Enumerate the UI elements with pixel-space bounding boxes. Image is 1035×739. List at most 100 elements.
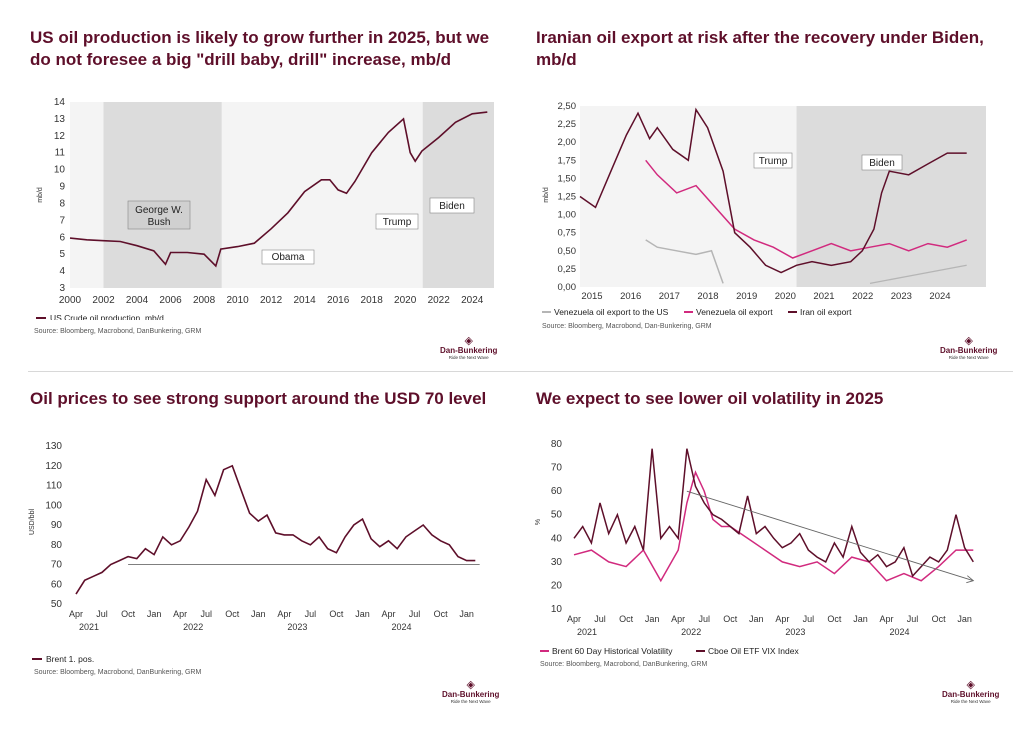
x-tick-label: Jan [251, 609, 266, 619]
x-year-label: 2023 [287, 622, 307, 632]
shaded-period-1 [355, 102, 423, 288]
y-tick-label: 9 [59, 182, 65, 193]
x-year-label: 2022 [183, 622, 203, 632]
x-tick-label: Jul [907, 614, 919, 624]
y-tick-label: 110 [46, 481, 62, 492]
y-tick-label: 50 [551, 510, 563, 521]
x-tick-label: Apr [69, 609, 83, 619]
y-tick-label: 1,50 [558, 173, 577, 184]
x-tick-label: 2020 [394, 295, 417, 306]
y-tick-label: 0,50 [558, 246, 577, 257]
oil-prices-chart: 50 60 70 80 90 100 110 120 130 Apr Jul Oct Jan Apr Jul… [29, 441, 480, 664]
x-tick-label: 2023 [891, 291, 912, 302]
x-tick-label: Jan [957, 614, 972, 624]
label-trump: Trump [759, 156, 788, 167]
y-tick-label: 80 [551, 439, 563, 450]
x-tick-label: 2021 [813, 291, 834, 302]
y-tick-label: 30 [551, 557, 563, 568]
x-tick-label: Apr [671, 614, 685, 624]
panel-oil-volatility: We expect to see lower oil volatility in… [518, 372, 1035, 739]
label-box-trump [375, 213, 419, 230]
y-tick-label: 0,25 [558, 264, 577, 275]
panel-iranian-oil-export: Iranian oil export at risk after the rec… [518, 0, 1035, 370]
x-tick-label: Jan [749, 614, 764, 624]
series-line-us-crude [69, 111, 488, 268]
series-line-1 [573, 448, 974, 578]
y-tick-label: 2,50 [558, 101, 577, 112]
x-tick-label: Oct [827, 614, 842, 624]
dan-bunkering-logo: ◈ Dan-Bunkering Ride the Next Wave [440, 335, 498, 361]
y-tick-label: 60 [551, 486, 563, 497]
y-tick-label: 60 [51, 579, 63, 590]
series-line-1 [645, 159, 967, 259]
y-tick-label: 5 [59, 249, 65, 260]
chart-title: US oil production is likely to grow furt… [30, 28, 490, 69]
label-box-bush [127, 200, 191, 230]
x-year-label: 2022 [681, 627, 701, 637]
chart-title: We expect to see lower oil volatility in… [536, 389, 884, 408]
x-tick-label: Jan [459, 609, 474, 619]
x-tick-label: Oct [723, 614, 738, 624]
y-tick-label: 10 [54, 165, 66, 176]
label-bush-line1: George W. [135, 205, 183, 216]
label-trump: Trump [383, 217, 412, 228]
label-box-obama [261, 249, 315, 265]
chart-source: Source: Bloomberg, Macrobond, DanBunkeri… [34, 328, 202, 335]
y-axis-label: mb/d [543, 187, 550, 203]
x-tick-label: Jul [803, 614, 815, 624]
x-year-label: 2021 [577, 627, 597, 637]
logo-icon: ◈ [466, 679, 475, 691]
y-tick-label: 70 [51, 560, 63, 571]
y-tick-label: 10 [551, 604, 563, 615]
x-tick-label: Jul [96, 609, 108, 619]
y-tick-label: 1,25 [558, 192, 577, 203]
series-line-brent [75, 464, 476, 595]
dan-bunkering-logo: ◈ Dan-Bunkering Ride the Next Wave [940, 335, 998, 361]
x-tick-label: 2020 [775, 291, 796, 302]
section-divider [28, 371, 1013, 372]
x-tick-label: Oct [619, 614, 634, 624]
x-tick-label: Jul [594, 614, 606, 624]
y-tick-label: 70 [551, 463, 563, 474]
x-year-label: 2024 [392, 622, 412, 632]
logo-icon: ◈ [464, 335, 473, 347]
x-tick-label: Apr [277, 609, 291, 619]
x-tick-label: Jan [645, 614, 660, 624]
logo-icon: ◈ [966, 679, 975, 691]
x-tick-label: 2008 [193, 295, 216, 306]
x-tick-label: Apr [775, 614, 789, 624]
y-tick-label: 90 [51, 520, 63, 531]
dan-bunkering-logo: ◈ Dan-Bunkering Ride the Next Wave [442, 679, 500, 705]
x-tick-label: 2006 [159, 295, 182, 306]
oil-volatility-chart: 10 20 30 40 50 60 70 80 Apr Jul Oct Jan Apr Jul Oct Jan… [535, 439, 975, 656]
iranian-oil-export-chart: 0,00 0,25 0,50 0,75 1,00 1,25 1,50 1,75 2,00 2,25… [542, 101, 986, 317]
y-tick-label: 4 [59, 266, 65, 277]
x-tick-label: 2022 [428, 295, 451, 306]
chart-source: Source: Bloomberg, Macrobond, DanBunkeri… [34, 669, 202, 676]
x-tick-label: Oct [225, 609, 240, 619]
y-tick-label: 11 [55, 148, 66, 159]
y-tick-label: 20 [551, 580, 563, 591]
x-tick-label: Jul [409, 609, 421, 619]
x-tick-label: 2015 [581, 291, 602, 302]
x-tick-label: Jul [698, 614, 710, 624]
y-tick-label: 2,00 [558, 137, 577, 148]
legend-label-us-crude: US Crude oil production, mb/d [50, 313, 164, 320]
chart-source: Source: Bloomberg, Macrobond, Dan-Bunker… [542, 323, 712, 330]
x-tick-label: Apr [382, 609, 396, 619]
label-biden: Biden [439, 201, 465, 212]
y-tick-label: 0,00 [558, 282, 577, 293]
shaded-period-0 [103, 102, 222, 288]
shaded-period-0 [796, 106, 986, 287]
panel-oil-prices: Oil prices to see strong support around … [0, 372, 518, 739]
x-tick-label: Oct [932, 614, 947, 624]
x-tick-label: 2004 [126, 295, 149, 306]
chart-title: Oil prices to see strong support around … [30, 389, 487, 408]
label-obama: Obama [272, 252, 305, 263]
y-tick-label: 130 [45, 441, 62, 452]
y-tick-label: 12 [54, 131, 66, 142]
label-box-biden [861, 154, 903, 171]
x-tick-label: Apr [173, 609, 187, 619]
x-tick-label: 2022 [852, 291, 873, 302]
panel-us-oil-production: US oil production is likely to grow furt… [0, 0, 518, 370]
